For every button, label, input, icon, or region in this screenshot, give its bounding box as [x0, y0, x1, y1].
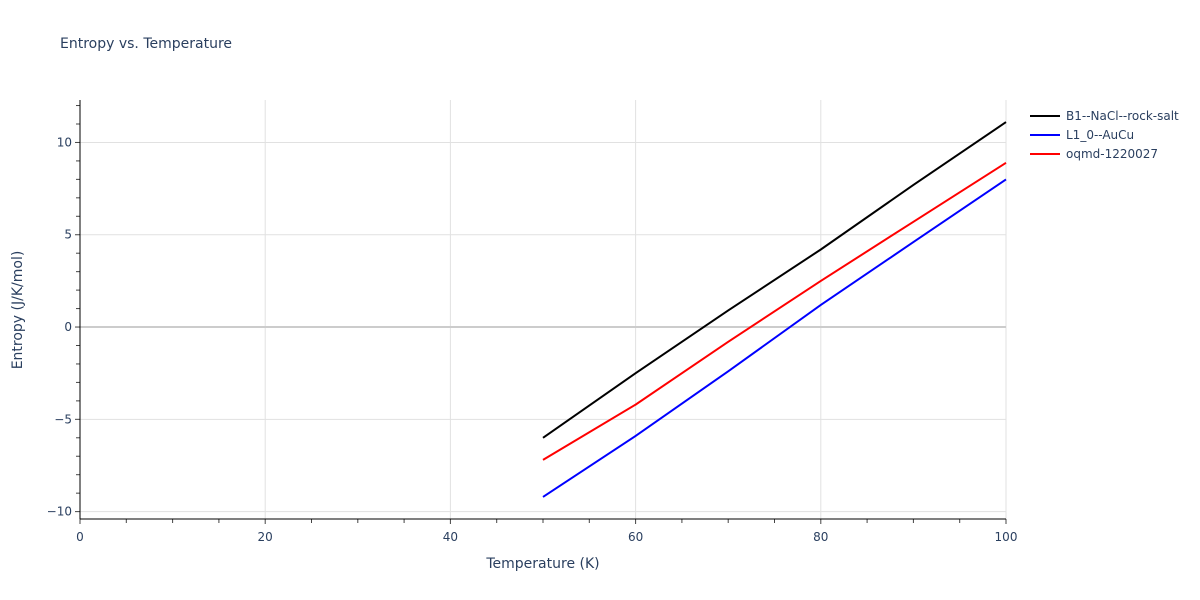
legend-swatch-red-line-icon	[1030, 152, 1060, 155]
legend-item-oqmd-1220027[interactable]: oqmd-1220027	[1030, 144, 1179, 163]
x-tick-label: 40	[443, 530, 458, 544]
series-line	[542, 121, 1007, 439]
legend-item-l10-aucu[interactable]: L1_0--AuCu	[1030, 125, 1179, 144]
legend-label: B1--NaCl--rock-salt	[1066, 108, 1179, 123]
series-line	[542, 178, 1007, 498]
y-tick-label: −10	[47, 505, 72, 519]
y-tick-label: 10	[57, 135, 72, 149]
series-line	[542, 161, 1007, 461]
chart-title: Entropy vs. Temperature	[60, 36, 233, 52]
gridlines	[80, 100, 1007, 519]
y-tick-label: 5	[64, 228, 72, 242]
tick-labels: 0 20 40 60 80 100 −10 −5 0 5 10	[47, 135, 1018, 544]
y-tick-label: −5	[54, 412, 72, 426]
legend-label: L1_0--AuCu	[1066, 127, 1135, 142]
y-tick-label: 0	[64, 320, 72, 334]
legend-item-b1-nacl[interactable]: B1--NaCl--rock-salt	[1030, 106, 1179, 125]
legend-label: oqmd-1220027	[1066, 146, 1159, 161]
legend-swatch-blue-line-icon	[1030, 133, 1060, 136]
legend-swatch-black-line-icon	[1030, 114, 1060, 117]
data-series	[542, 121, 1007, 498]
x-axis-title: Temperature (K)	[485, 556, 599, 572]
y-axis-title: Entropy (J/K/mol)	[10, 251, 26, 370]
axes	[75, 100, 1007, 524]
x-tick-label: 100	[995, 530, 1018, 544]
x-tick-label: 80	[813, 530, 828, 544]
x-tick-label: 60	[628, 530, 643, 544]
x-tick-label: 20	[258, 530, 273, 544]
legend: B1--NaCl--rock-salt L1_0--AuCu oqmd-1220…	[1030, 106, 1179, 163]
x-tick-label: 0	[76, 530, 84, 544]
